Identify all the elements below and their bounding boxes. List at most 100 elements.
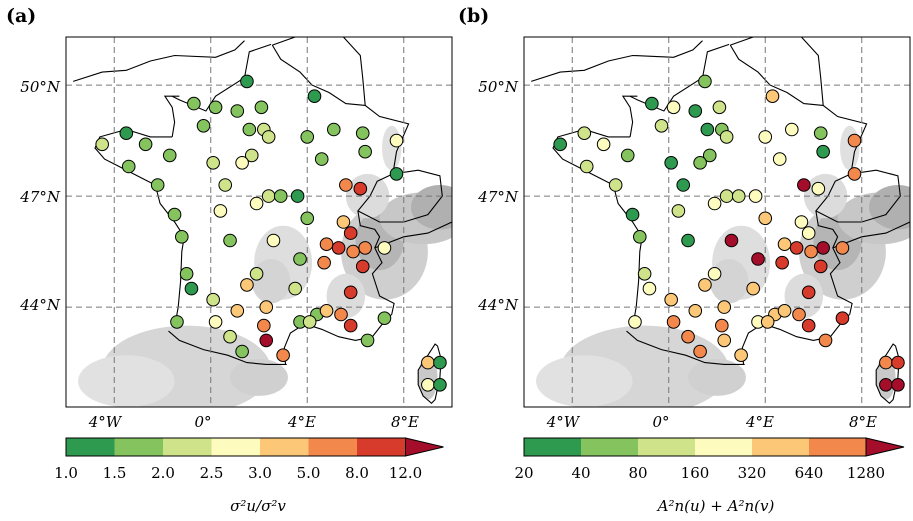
station-marker — [206, 292, 220, 307]
colorbar-tick-label: 320 — [738, 464, 767, 482]
colorbar-extend-arrow — [865, 437, 905, 457]
station-marker — [208, 315, 223, 329]
station-marker — [261, 130, 276, 144]
station-marker — [288, 281, 302, 296]
station-marker — [688, 304, 703, 318]
gridlines — [524, 37, 910, 407]
station-marker — [179, 267, 194, 281]
station-marker — [777, 304, 792, 318]
station-marker — [331, 241, 346, 255]
boundary-line — [629, 43, 730, 112]
panel-a: (a) 4°W 0° 4°E 8°E 50°N 47°N 44°N 1.0 1.5… — [6, 5, 453, 515]
station-marker — [816, 241, 830, 255]
station-marker — [266, 233, 281, 248]
boundary-line — [875, 343, 900, 405]
boundary-line — [741, 314, 851, 365]
colorbar-segment — [114, 438, 163, 456]
terrain-patch — [230, 358, 288, 396]
station-marker — [206, 156, 220, 170]
colorbar-tick-label: 160 — [681, 464, 710, 482]
station-marker — [579, 159, 594, 174]
station-marker — [302, 315, 317, 329]
station-marker — [433, 355, 447, 370]
station-marker — [223, 233, 237, 248]
station-marker — [758, 130, 773, 144]
boundary-line — [729, 44, 868, 315]
gridlines — [66, 37, 452, 407]
station-marker — [777, 237, 792, 251]
station-marker — [167, 207, 182, 222]
boundary-line — [374, 221, 452, 249]
station-marker — [724, 233, 739, 248]
station-marker — [633, 230, 647, 244]
station-marker — [847, 167, 862, 181]
station-marker — [698, 74, 712, 89]
y-ticks: 50°N 47°N 44°N — [477, 78, 519, 314]
station-marker — [336, 215, 351, 229]
station-marker — [196, 119, 211, 133]
panel-b-label: (b) — [458, 5, 489, 27]
station-marker — [784, 122, 799, 137]
colorbar-segment — [163, 438, 212, 456]
station-marker — [719, 189, 734, 203]
station-marker — [666, 315, 681, 329]
station-marker — [389, 167, 404, 181]
terrain-patch — [709, 259, 749, 304]
colorbar-tick-label: 1.5 — [103, 464, 127, 482]
station-marker — [891, 355, 905, 370]
boundary-line — [730, 37, 824, 106]
station-marker — [300, 211, 315, 226]
station-marker — [620, 148, 635, 163]
station-marker — [276, 348, 290, 363]
station-marker — [794, 215, 809, 229]
station-marker — [693, 156, 707, 170]
boundary-line — [271, 44, 410, 315]
stations — [95, 74, 447, 392]
station-marker — [230, 304, 245, 318]
x-tick-label: 4°W — [546, 413, 581, 431]
station-marker — [355, 126, 370, 140]
station-marker — [254, 100, 269, 115]
station-marker — [596, 137, 611, 152]
boundary-line — [171, 43, 272, 112]
station-marker — [835, 241, 850, 255]
station-marker — [835, 311, 850, 326]
y-tick-label: 47°N — [477, 188, 519, 206]
station-marker — [671, 204, 686, 218]
station-marker — [816, 144, 830, 159]
panel-a-map — [66, 37, 452, 407]
station-marker — [230, 104, 245, 118]
station-marker — [358, 144, 372, 159]
station-marker — [765, 89, 780, 103]
colorbar-a-label: σ²u/σ²v — [230, 497, 286, 515]
station-marker — [748, 189, 763, 203]
station-marker — [772, 152, 787, 166]
coastline — [531, 37, 910, 405]
station-marker — [138, 137, 153, 152]
station-marker — [208, 100, 223, 115]
terrain-patch — [536, 355, 633, 407]
station-marker — [235, 344, 249, 359]
station-marker — [95, 137, 109, 152]
station-marker — [879, 355, 893, 370]
station-marker — [213, 204, 228, 218]
y-ticks: 50°N 47°N 44°N — [19, 78, 61, 314]
station-marker — [608, 178, 623, 192]
station-marker — [804, 244, 818, 259]
station-marker — [717, 300, 732, 314]
colorbar-tick-label: 3.0 — [248, 464, 272, 482]
station-marker — [240, 278, 254, 292]
station-marker — [681, 233, 695, 248]
station-marker — [801, 318, 816, 333]
x-tick-label: 4°E — [287, 413, 316, 431]
station-marker — [170, 315, 184, 329]
station-marker — [257, 318, 271, 333]
station-marker — [731, 189, 746, 203]
station-marker — [813, 126, 828, 140]
boundary-line — [163, 95, 180, 137]
station-marker — [577, 126, 592, 140]
station-marker — [746, 281, 760, 296]
station-marker — [150, 178, 165, 192]
station-marker — [290, 189, 305, 203]
station-marker — [421, 355, 435, 370]
